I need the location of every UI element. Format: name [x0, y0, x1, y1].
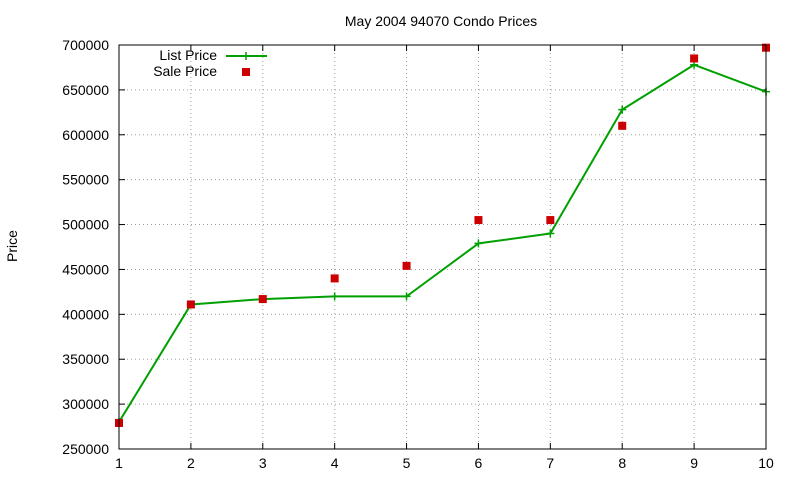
x-axis-ticks: 1 2 3 4 5 6 7 8 9 10: [115, 45, 774, 471]
data-series: [115, 43, 770, 427]
legend-label-sale-price: Sale Price: [153, 63, 217, 79]
point-sale-price: [474, 216, 483, 225]
point-sale-price: [618, 121, 627, 130]
y-tick-label: 400000: [62, 306, 109, 322]
point-list-price: [546, 229, 555, 238]
x-tick-label: 4: [331, 455, 339, 471]
series-line-list-price: [118, 63, 767, 423]
legend: List Price Sale Price: [153, 47, 267, 79]
legend-marker-sale-price: [242, 68, 250, 76]
legend-label-list-price: List Price: [159, 47, 217, 63]
point-list-price: [402, 292, 411, 301]
point-list-price: [330, 292, 339, 301]
y-tick-label: 250000: [62, 441, 109, 457]
y-tick-label: 500000: [62, 217, 109, 233]
chart-title: May 2004 94070 Condo Prices: [345, 13, 537, 29]
point-sale-price: [690, 54, 699, 63]
y-tick-label: 550000: [62, 172, 109, 188]
x-tick-label: 9: [690, 455, 698, 471]
x-tick-label: 2: [187, 455, 195, 471]
y-axis-ticks: 250000 300000 350000 400000 450000 500000 5500…: [62, 37, 766, 457]
y-tick-label: 450000: [62, 261, 109, 277]
x-tick-label: 3: [259, 455, 267, 471]
point-sale-price: [330, 274, 339, 283]
plot-frame: [118, 44, 767, 450]
point-sale-price: [258, 295, 267, 304]
legend-marker-list-price: [242, 52, 250, 60]
point-list-price: [618, 105, 627, 114]
point-sale-price: [186, 300, 195, 309]
x-tick-label: 6: [475, 455, 483, 471]
point-sale-price: [402, 261, 411, 270]
x-tick-label: 1: [115, 455, 123, 471]
x-tick-label: 5: [403, 455, 411, 471]
y-tick-label: 700000: [62, 37, 109, 53]
y-tick-label: 300000: [62, 396, 109, 412]
x-tick-label: 7: [546, 455, 554, 471]
point-list-price: [474, 239, 483, 248]
grid-lines: [119, 45, 766, 449]
y-axis-label: Price: [4, 230, 20, 262]
x-tick-label: 10: [758, 455, 774, 471]
y-tick-label: 350000: [62, 351, 109, 367]
y-tick-label: 650000: [62, 82, 109, 98]
y-tick-label: 600000: [62, 127, 109, 143]
point-sale-price: [546, 216, 555, 225]
x-tick-label: 8: [618, 455, 626, 471]
